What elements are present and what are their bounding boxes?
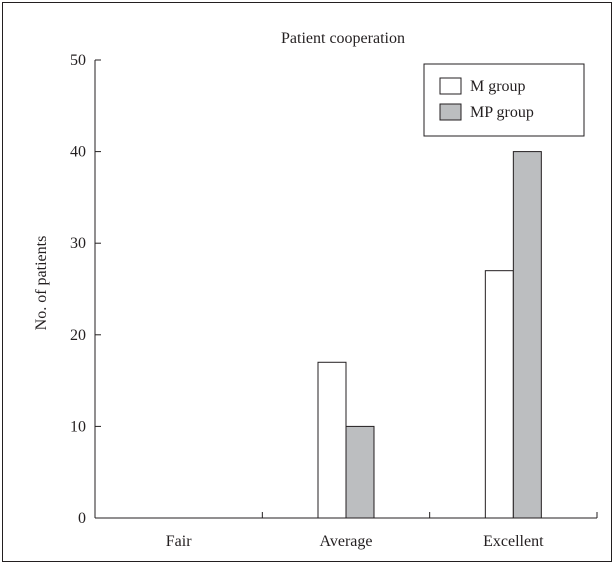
x-tick-label: Fair xyxy=(166,533,192,550)
bars xyxy=(317,151,542,519)
legend: M group MP group xyxy=(423,63,585,137)
x-tick-label: Excellent xyxy=(483,533,544,550)
y-tick-label: 40 xyxy=(70,144,86,161)
axes: 0 10 20 30 40 50 Fair Average Excellent xyxy=(70,52,598,550)
legend-box xyxy=(423,63,585,137)
bar-m-group xyxy=(317,361,347,519)
y-tick-label: 10 xyxy=(70,418,86,435)
y-tick-label: 30 xyxy=(70,235,86,252)
bar-mp-group xyxy=(512,151,542,519)
x-tick-label: Average xyxy=(320,533,373,550)
y-tick-label: 0 xyxy=(78,510,86,527)
y-tick-label: 20 xyxy=(70,327,86,344)
legend-swatch xyxy=(439,77,462,95)
bar-m-group xyxy=(484,270,514,519)
chart-title: Patient cooperation xyxy=(281,30,405,47)
legend-label: MP group xyxy=(470,104,534,121)
legend-label: M group xyxy=(470,78,526,95)
bar-mp-group xyxy=(345,425,375,519)
y-tick-label: 50 xyxy=(70,52,86,69)
legend-swatch xyxy=(439,103,462,121)
y-axis-label: No. of patients xyxy=(33,236,50,331)
